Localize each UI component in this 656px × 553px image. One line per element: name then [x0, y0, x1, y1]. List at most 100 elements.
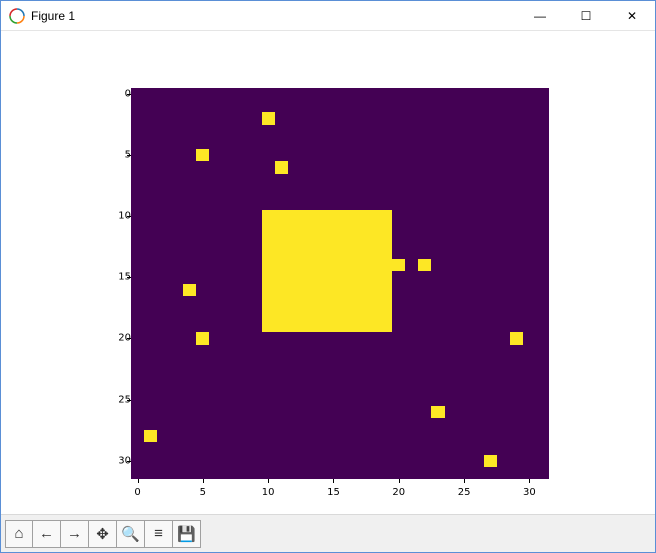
heatmap-cell — [170, 467, 183, 479]
heatmap-cell — [510, 198, 523, 210]
heatmap-cell — [301, 210, 314, 222]
heatmap-cell — [196, 430, 209, 442]
heatmap-cell — [523, 455, 536, 467]
heatmap-cell — [131, 381, 144, 393]
heatmap-cell — [392, 455, 405, 467]
subplots-button[interactable]: ≡ — [145, 520, 173, 548]
heatmap-cell — [288, 284, 301, 296]
heatmap-cell — [366, 442, 379, 454]
heatmap-cell — [458, 345, 471, 357]
heatmap-cell — [236, 271, 249, 283]
heatmap-cell — [445, 332, 458, 344]
heatmap-cell — [484, 174, 497, 186]
heatmap-cell — [196, 210, 209, 222]
heatmap-cell — [431, 271, 444, 283]
heatmap-cell — [431, 455, 444, 467]
heatmap-cell — [144, 125, 157, 137]
heatmap-cell — [353, 406, 366, 418]
window-title: Figure 1 — [31, 9, 75, 23]
minimize-button[interactable]: — — [517, 1, 563, 31]
xtick-label: 30 — [523, 487, 536, 498]
heatmap-cell — [340, 112, 353, 124]
home-button[interactable]: ⌂ — [5, 520, 33, 548]
heatmap-cell — [196, 271, 209, 283]
heatmap-cell — [157, 418, 170, 430]
heatmap-cell — [314, 393, 327, 405]
close-button[interactable]: ✕ — [609, 1, 655, 31]
heatmap-cell — [484, 467, 497, 479]
heatmap-cell — [497, 418, 510, 430]
heatmap-cell — [236, 100, 249, 112]
heatmap-cell — [236, 369, 249, 381]
heatmap-cell — [301, 430, 314, 442]
heatmap-cell — [392, 467, 405, 479]
heatmap-cell — [536, 418, 549, 430]
heatmap-cell — [209, 161, 222, 173]
heatmap-cell — [196, 381, 209, 393]
heatmap-cell — [209, 320, 222, 332]
heatmap-cell — [262, 235, 275, 247]
heatmap-cell — [353, 149, 366, 161]
heatmap-cell — [170, 137, 183, 149]
heatmap-cell — [484, 418, 497, 430]
heatmap-cell — [301, 100, 314, 112]
heatmap-cell — [144, 222, 157, 234]
heatmap-cell — [157, 406, 170, 418]
heatmap-cell — [131, 235, 144, 247]
figure-canvas[interactable]: 051015202530051015202530 — [1, 31, 655, 514]
heatmap-cell — [262, 418, 275, 430]
heatmap-cell — [275, 381, 288, 393]
heatmap-cell — [327, 332, 340, 344]
heatmap-cell — [418, 271, 431, 283]
heatmap-cell — [392, 345, 405, 357]
xtick-mark — [464, 479, 465, 483]
heatmap-cell — [392, 100, 405, 112]
heatmap-cell — [445, 308, 458, 320]
heatmap-cell — [275, 88, 288, 100]
pan-button[interactable]: ✥ — [89, 520, 117, 548]
heatmap-cell — [458, 430, 471, 442]
heatmap-cell — [458, 112, 471, 124]
heatmap-cell — [340, 406, 353, 418]
back-button[interactable]: ← — [33, 520, 61, 548]
heatmap-cell — [222, 210, 235, 222]
heatmap-cell — [209, 174, 222, 186]
heatmap-cell — [405, 198, 418, 210]
heatmap-cell — [353, 296, 366, 308]
heatmap-cell — [366, 418, 379, 430]
heatmap-cell — [536, 222, 549, 234]
minimize-icon: — — [534, 9, 546, 23]
heatmap-cell — [445, 222, 458, 234]
heatmap-cell — [288, 161, 301, 173]
save-button[interactable]: 💾 — [173, 520, 201, 548]
heatmap-cell — [222, 100, 235, 112]
heatmap-cell — [196, 332, 209, 344]
heatmap-cell — [275, 137, 288, 149]
zoom-button[interactable]: 🔍 — [117, 520, 145, 548]
heatmap-cell — [131, 418, 144, 430]
heatmap-cell — [366, 345, 379, 357]
heatmap-cell — [236, 467, 249, 479]
heatmap-cell — [445, 369, 458, 381]
heatmap-cell — [144, 235, 157, 247]
heatmap-cell — [222, 455, 235, 467]
heatmap-cell — [236, 418, 249, 430]
heatmap-cell — [536, 332, 549, 344]
heatmap-cell — [249, 125, 262, 137]
xtick-mark — [529, 479, 530, 483]
heatmap-cell — [236, 161, 249, 173]
heatmap-cell — [340, 357, 353, 369]
heatmap-cell — [431, 198, 444, 210]
heatmap-cell — [314, 467, 327, 479]
forward-button[interactable]: → — [61, 520, 89, 548]
heatmap-cell — [301, 174, 314, 186]
heatmap-cell — [431, 467, 444, 479]
heatmap-cell — [523, 235, 536, 247]
heatmap-cell — [275, 418, 288, 430]
maximize-button[interactable]: ☐ — [563, 1, 609, 31]
heatmap-cell — [170, 271, 183, 283]
heatmap-cell — [379, 149, 392, 161]
heatmap-cell — [249, 149, 262, 161]
heatmap-cell — [314, 308, 327, 320]
heatmap-cell — [249, 406, 262, 418]
